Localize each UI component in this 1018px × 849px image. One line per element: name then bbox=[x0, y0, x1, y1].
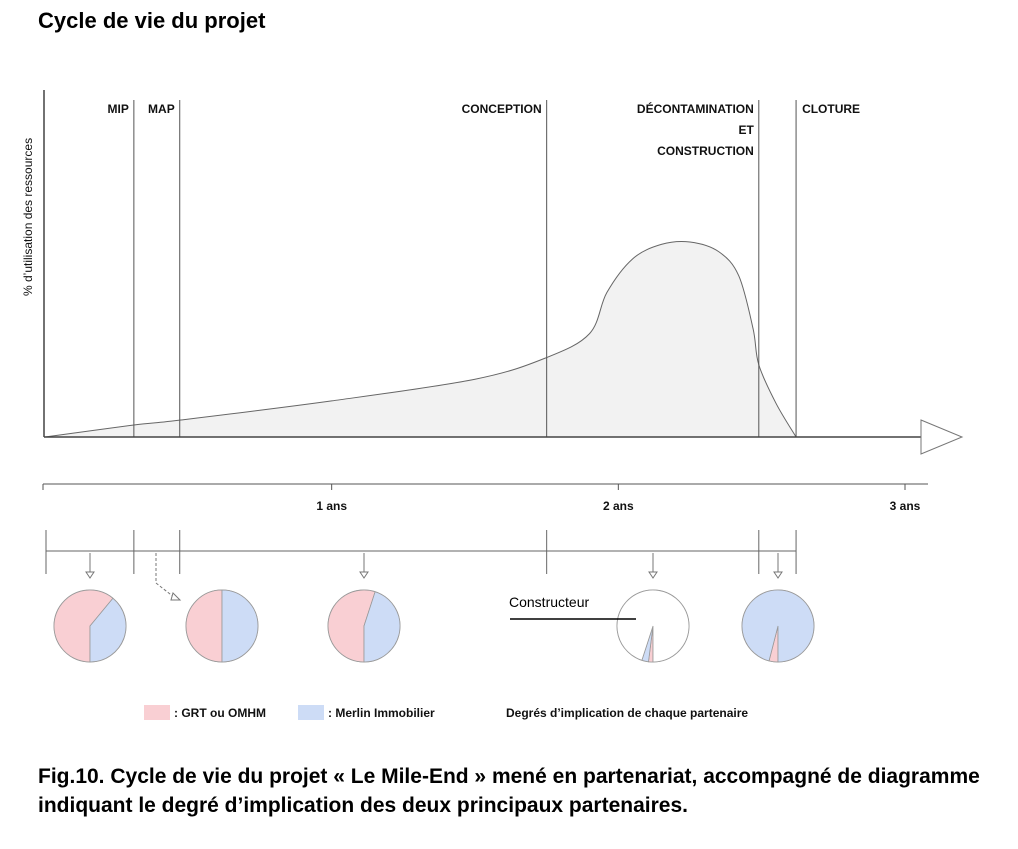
phase-label: CONSTRUCTION bbox=[657, 144, 754, 158]
year-tick-label: 3 ans bbox=[890, 499, 921, 513]
year-tick-label: 2 ans bbox=[603, 499, 634, 513]
pie-slice bbox=[741, 589, 815, 663]
timeline-layer: 1 ans 2 ans 3 ans bbox=[42, 483, 928, 574]
phase-label: CLOTURE bbox=[802, 102, 860, 116]
pie-pointer-arrowhead-icon bbox=[359, 571, 369, 579]
pie-slice bbox=[185, 589, 223, 663]
phase-label: MAP bbox=[148, 102, 175, 116]
area-layer bbox=[44, 240, 797, 438]
phase-label: DÉCONTAMINATION bbox=[637, 101, 754, 116]
legend-swatch-grt bbox=[144, 705, 170, 720]
axes-layer bbox=[43, 90, 964, 455]
chart-title: Cycle de vie du projet bbox=[38, 8, 266, 33]
phase-label: CONCEPTION bbox=[462, 102, 542, 116]
pie-pointer-arrowhead-icon bbox=[85, 571, 95, 579]
x-axis-arrow-icon bbox=[920, 419, 964, 455]
resource-curve-line bbox=[44, 240, 797, 438]
resource-area-fill bbox=[45, 241, 797, 437]
legend-label-merlin: : Merlin Immobilier bbox=[328, 706, 435, 720]
legend-swatch-merlin bbox=[298, 705, 324, 720]
pie-pointer-arrowhead-icon bbox=[648, 571, 658, 579]
y-axis-label: % d’utilisation des ressources bbox=[21, 138, 35, 296]
figure-caption: Fig.10. Cycle de vie du projet « Le Mile… bbox=[38, 765, 980, 817]
pie-pointer-arrowhead-icon bbox=[773, 571, 783, 579]
pie-pointer-arrow bbox=[155, 553, 176, 599]
pie-layer bbox=[53, 553, 815, 663]
pie-slice bbox=[616, 589, 690, 663]
constructeur-label: Constructeur bbox=[509, 594, 589, 610]
pie-slice bbox=[89, 597, 127, 663]
pie-slice bbox=[363, 591, 401, 663]
year-tick-label: 1 ans bbox=[316, 499, 347, 513]
pie-chart-title: Degrés d’implication de chaque partenair… bbox=[506, 706, 748, 720]
pie-slice bbox=[221, 589, 259, 663]
pie-slice bbox=[327, 589, 376, 663]
legend-label-grt: : GRT ou OMHM bbox=[174, 706, 266, 720]
legend-layer: : GRT ou OMHM : Merlin Immobilier Degrés… bbox=[144, 705, 748, 720]
phase-label: ET bbox=[738, 123, 754, 137]
phase-label: MIP bbox=[108, 102, 129, 116]
pie-slice bbox=[53, 589, 114, 663]
pie-pointer-arrowhead-icon bbox=[170, 592, 182, 601]
phase-layer: MIP MAP CONCEPTION DÉCONTAMINATION ET CONSTRU… bbox=[108, 100, 860, 437]
